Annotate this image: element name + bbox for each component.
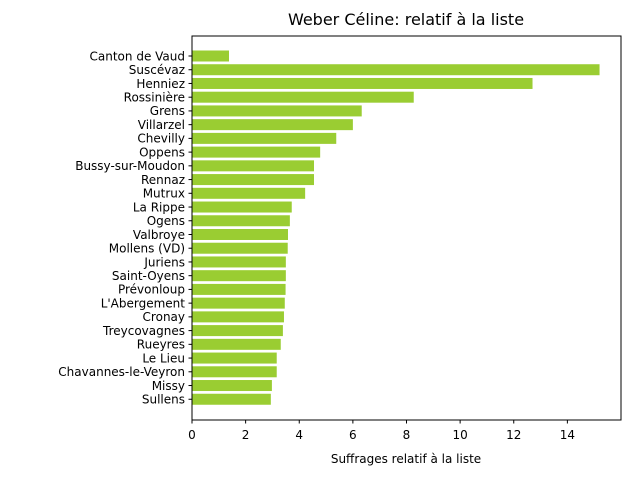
y-tick-label: Oppens: [139, 145, 185, 159]
bar: [192, 187, 306, 199]
bar: [192, 311, 284, 323]
bar: [192, 105, 362, 117]
x-axis-ticks: 0 2 4 6 8 10 12 14: [188, 420, 575, 442]
x-tick-label: 8: [403, 428, 411, 442]
y-tick-label: Grens: [150, 104, 185, 118]
x-tick-label: 4: [295, 428, 303, 442]
bar: [192, 64, 600, 76]
x-tick-label: 10: [452, 428, 467, 442]
bar: [192, 297, 285, 309]
bar: [192, 338, 281, 350]
bar: [192, 91, 414, 103]
bar: [192, 160, 314, 172]
y-tick-label: Treycovagnes: [102, 324, 185, 338]
y-tick-label: Chevilly: [137, 132, 185, 146]
y-tick-label: Sullens: [142, 393, 185, 407]
y-tick-label: Henniez: [136, 77, 185, 91]
bar: [192, 215, 290, 227]
y-tick-label: L'Abergement: [101, 296, 186, 310]
bar: [192, 228, 288, 240]
y-tick-label: Ogens: [147, 214, 185, 228]
y-tick-label: Villarzel: [138, 118, 185, 132]
y-tick-label: Mutrux: [143, 187, 185, 201]
bar: [192, 352, 277, 364]
y-tick-label: Mollens (VD): [109, 242, 185, 256]
y-tick-label: Saint-Oyens: [112, 269, 185, 283]
x-axis-label: Suffrages relatif à la liste: [331, 452, 481, 466]
y-tick-label: Le Lieu: [142, 351, 185, 365]
x-tick-label: 2: [242, 428, 250, 442]
bar: [192, 380, 272, 392]
y-tick-label: Bussy-sur-Moudon: [75, 159, 185, 173]
x-tick-label: 12: [506, 428, 521, 442]
y-tick-label: Prévonloup: [118, 283, 185, 297]
y-tick-label: Suscévaz: [129, 63, 185, 77]
y-axis-ticks: Canton de VaudSuscévazHenniezRossinièreG…: [58, 49, 192, 407]
y-tick-label: Juriens: [143, 255, 185, 269]
bar: [192, 325, 283, 337]
bar: [192, 77, 533, 89]
chart-title: Weber Céline: relatif à la liste: [288, 10, 524, 29]
y-tick-label: Rossinière: [124, 90, 185, 104]
y-tick-label: Chavannes-le-Veyron: [58, 365, 185, 379]
bar: [192, 119, 353, 131]
x-tick-label: 14: [560, 428, 575, 442]
bars-group: [192, 50, 600, 405]
y-tick-label: Valbroye: [133, 228, 185, 242]
bar: [192, 146, 321, 158]
x-tick-label: 0: [188, 428, 196, 442]
bar: [192, 366, 277, 378]
x-tick-label: 6: [349, 428, 357, 442]
y-tick-label: Canton de Vaud: [90, 49, 185, 63]
plot-frame: [191, 35, 622, 421]
y-tick-label: La Rippe: [133, 200, 185, 214]
bar: [192, 132, 337, 144]
bar: [192, 174, 314, 186]
y-tick-label: Rennaz: [141, 173, 185, 187]
bar: [192, 242, 288, 254]
bar: [192, 50, 230, 62]
bar: [192, 393, 271, 405]
bar: [192, 256, 286, 268]
bar: [192, 270, 286, 282]
y-tick-label: Rueyres: [137, 338, 185, 352]
y-tick-label: Missy: [152, 379, 185, 393]
y-tick-label: Cronay: [143, 310, 185, 324]
bar: [192, 201, 292, 213]
bar: [192, 283, 286, 295]
